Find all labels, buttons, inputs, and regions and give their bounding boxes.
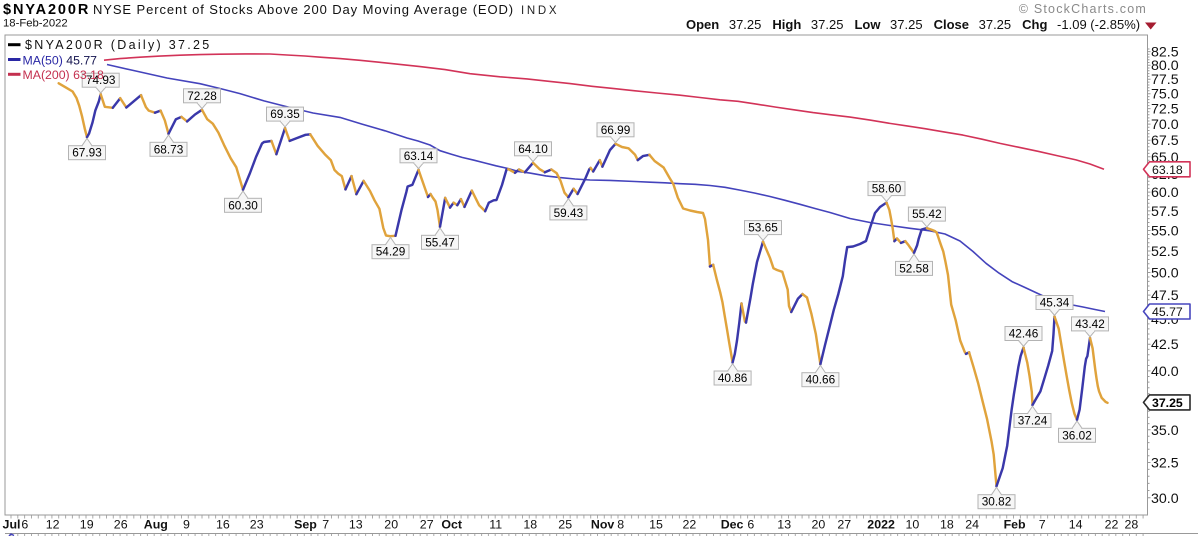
svg-text:37.24: 37.24 — [1018, 414, 1048, 428]
svg-text:32.5: 32.5 — [1151, 456, 1179, 472]
svg-text:64.10: 64.10 — [518, 142, 548, 156]
svg-text:8: 8 — [617, 518, 624, 532]
svg-text:Aug: Aug — [144, 518, 168, 532]
svg-text:53.65: 53.65 — [748, 221, 778, 235]
svg-text:58.60: 58.60 — [872, 182, 902, 196]
svg-text:NYSE Percent of Stocks Above 2: NYSE Percent of Stocks Above 200 Day Mov… — [93, 2, 514, 17]
svg-text:30.82: 30.82 — [982, 495, 1012, 509]
svg-text:18-Feb-2022: 18-Feb-2022 — [3, 18, 68, 30]
svg-text:55.0: 55.0 — [1151, 224, 1179, 240]
svg-text:27: 27 — [837, 518, 851, 532]
svg-text:80.0: 80.0 — [1151, 58, 1179, 74]
svg-text:72.28: 72.28 — [187, 89, 217, 103]
svg-text:63.14: 63.14 — [404, 149, 434, 163]
svg-text:13: 13 — [777, 518, 791, 532]
svg-text:6: 6 — [21, 518, 28, 532]
svg-text:20: 20 — [812, 518, 826, 532]
svg-text:2022: 2022 — [867, 518, 895, 532]
svg-text:INDX: INDX — [521, 5, 559, 17]
svg-text:Nov: Nov — [591, 518, 615, 532]
svg-text:75.0: 75.0 — [1151, 87, 1179, 103]
svg-text:45.34: 45.34 — [1040, 296, 1070, 310]
svg-text:52.58: 52.58 — [899, 261, 929, 275]
svg-text:15: 15 — [649, 518, 663, 532]
svg-text:60.0: 60.0 — [1151, 185, 1179, 201]
svg-text:20: 20 — [384, 518, 398, 532]
svg-text:63.18: 63.18 — [1152, 163, 1183, 177]
svg-text:36.02: 36.02 — [1062, 428, 1092, 442]
svg-text:22: 22 — [1105, 518, 1119, 532]
svg-text:52.5: 52.5 — [1151, 244, 1179, 260]
svg-text:27: 27 — [420, 518, 434, 532]
svg-text:67.5: 67.5 — [1151, 133, 1179, 149]
svg-text:9: 9 — [183, 518, 190, 532]
svg-text:59.43: 59.43 — [554, 206, 584, 220]
svg-text:82.5: 82.5 — [1151, 45, 1179, 61]
svg-text:11: 11 — [489, 518, 502, 532]
svg-text:$NYA200R: $NYA200R — [3, 2, 90, 18]
svg-text:67.93: 67.93 — [72, 146, 102, 160]
svg-text:40.0: 40.0 — [1151, 364, 1179, 380]
svg-text:45.77: 45.77 — [1152, 305, 1183, 319]
svg-text:66.99: 66.99 — [601, 123, 631, 137]
svg-text:37.25: 37.25 — [1152, 396, 1183, 410]
svg-text:18: 18 — [940, 518, 954, 532]
svg-text:16: 16 — [216, 518, 230, 532]
svg-text:28: 28 — [1125, 518, 1139, 532]
svg-text:10: 10 — [906, 518, 920, 532]
svg-text:12: 12 — [46, 518, 60, 532]
svg-text:22: 22 — [683, 518, 697, 532]
svg-text:50.0: 50.0 — [1151, 266, 1179, 282]
svg-text:Oct: Oct — [441, 518, 462, 532]
svg-text:Feb: Feb — [1004, 518, 1026, 532]
svg-text:74.93: 74.93 — [86, 73, 116, 87]
svg-text:$NYA200R (Daily) 37.25: $NYA200R (Daily) 37.25 — [25, 38, 212, 52]
svg-text:© StockCharts.com: © StockCharts.com — [1019, 2, 1147, 16]
svg-text:42.46: 42.46 — [1009, 327, 1039, 341]
svg-text:MA(50) 45.77: MA(50) 45.77 — [23, 54, 98, 68]
svg-text:19: 19 — [80, 518, 94, 532]
svg-text:43.42: 43.42 — [1075, 317, 1105, 331]
svg-text:Dec: Dec — [721, 518, 744, 532]
svg-text:7: 7 — [322, 518, 329, 532]
svg-text:6: 6 — [747, 518, 754, 532]
svg-text:57.5: 57.5 — [1151, 204, 1179, 220]
svg-text:26: 26 — [114, 518, 128, 532]
svg-text:Jul: Jul — [3, 518, 21, 532]
svg-text:60.30: 60.30 — [228, 198, 258, 212]
svg-text:30.0: 30.0 — [1151, 491, 1179, 507]
svg-text:40.86: 40.86 — [718, 371, 748, 385]
svg-text:7: 7 — [1039, 518, 1046, 532]
svg-text:77.5: 77.5 — [1151, 72, 1179, 88]
svg-text:MA(200) 63.18: MA(200) 63.18 — [23, 68, 105, 82]
svg-text:68.73: 68.73 — [154, 142, 184, 156]
svg-text:23: 23 — [250, 518, 264, 532]
svg-text:54.29: 54.29 — [376, 245, 406, 259]
svg-text:70.0: 70.0 — [1151, 117, 1179, 133]
svg-text:14: 14 — [1069, 518, 1083, 532]
svg-text:35.0: 35.0 — [1151, 423, 1179, 439]
svg-text:42.5: 42.5 — [1151, 337, 1179, 353]
svg-text:25: 25 — [558, 518, 572, 532]
svg-text:Sep: Sep — [294, 518, 317, 532]
svg-text:13: 13 — [349, 518, 363, 532]
svg-text:55.47: 55.47 — [425, 235, 455, 249]
svg-text:69.35: 69.35 — [270, 107, 300, 121]
svg-text:18: 18 — [523, 518, 537, 532]
svg-text:55.42: 55.42 — [912, 207, 942, 221]
svg-text:40.66: 40.66 — [806, 373, 836, 387]
svg-text:72.5: 72.5 — [1151, 102, 1179, 118]
svg-text:47.5: 47.5 — [1151, 288, 1179, 304]
svg-text:24: 24 — [965, 518, 979, 532]
